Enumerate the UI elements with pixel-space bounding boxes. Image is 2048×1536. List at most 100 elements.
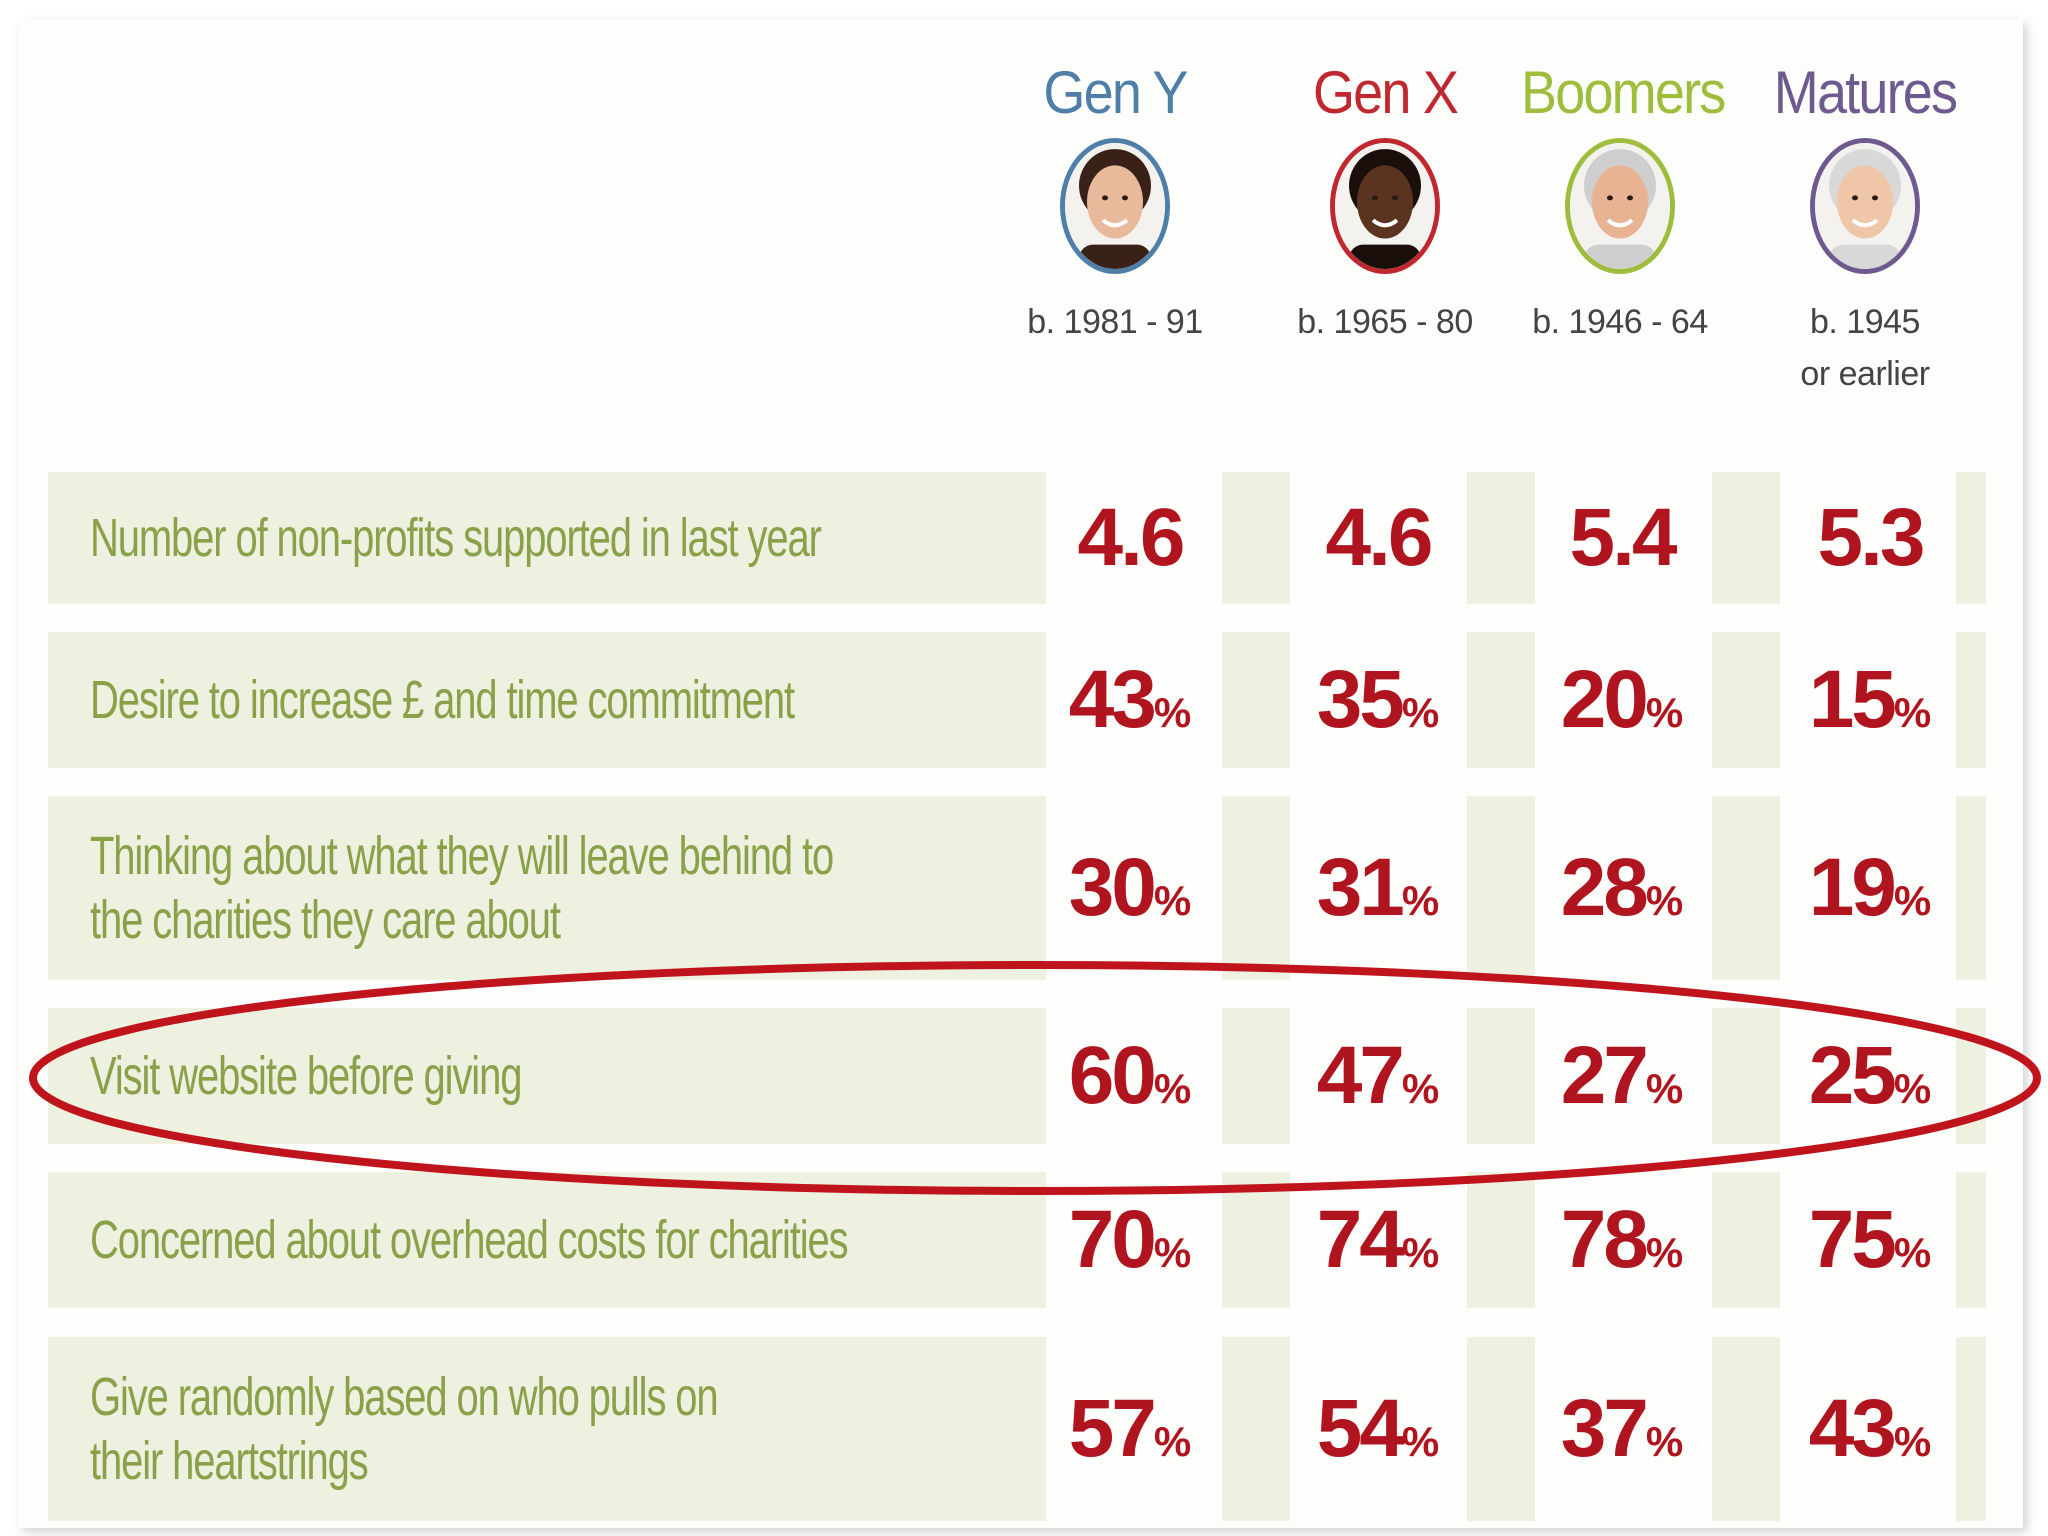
row-background [1956,1337,1986,1521]
value-number: 54 [1316,1383,1405,1474]
value-unit: % [1153,1065,1192,1112]
value-unit: % [1893,1418,1932,1465]
value-unit: % [1645,1065,1684,1112]
column-header-gen-x: Gen X b. 1965 - 80 [1275,58,1495,348]
value-number: 4.6 [1325,492,1434,583]
avatar-portrait [1565,138,1675,274]
row-background [48,632,1046,768]
value-cell: 30% [1020,836,1240,953]
value-cell: 74% [1268,1188,1488,1305]
generation-name: Boomers [1521,59,1726,126]
row-label: Desire to increase £ and time commitment [90,670,795,730]
value-number: 47 [1316,1030,1405,1121]
column-header-boomers: Boomers b. 1946 - 64 [1510,58,1730,348]
value-unit: % [1401,1229,1440,1276]
birth-years: b. 1946 - 64 [1532,303,1708,341]
row-background [1956,632,1986,768]
value-number: 28 [1560,842,1649,933]
value-cell: 60% [1020,1024,1240,1141]
value-number: 35 [1316,654,1405,745]
value-unit: % [1893,1065,1932,1112]
row-background [1467,1337,1535,1521]
value-number: 78 [1560,1194,1649,1285]
value-number: 5.3 [1817,492,1926,583]
value-number: 25 [1808,1030,1897,1121]
row-label: Visit website before giving [90,1046,522,1106]
value-cell: 4.6 [1268,486,1488,590]
birth-years: b. 1945 or earlier [1800,303,1930,393]
value-cell: 5.3 [1760,486,1980,590]
value-unit: % [1645,1418,1684,1465]
value-unit: % [1401,1065,1440,1112]
row-background [1712,1337,1780,1521]
birth-years: b. 1965 - 80 [1297,303,1473,341]
value-number: 4.6 [1077,492,1186,583]
value-number: 74 [1316,1194,1405,1285]
column-header-matures: Matures b. 1945 or earlier [1755,58,1975,400]
value-unit: % [1893,877,1932,924]
birth-years: b. 1981 - 91 [1027,303,1203,341]
value-cell: 27% [1512,1024,1732,1141]
value-cell: 57% [1020,1377,1240,1494]
value-unit: % [1645,877,1684,924]
value-number: 70 [1068,1194,1157,1285]
value-number: 30 [1068,842,1157,933]
value-cell: 28% [1512,836,1732,953]
row-background [48,1337,1046,1521]
value-number: 5.4 [1569,492,1678,583]
row-background [1956,472,1986,604]
value-cell: 70% [1020,1188,1240,1305]
value-unit: % [1401,1418,1440,1465]
row-background [1712,632,1780,768]
row-background [48,796,1046,980]
value-cell: 54% [1268,1377,1488,1494]
value-cell: 31% [1268,836,1488,953]
value-unit: % [1153,1229,1192,1276]
value-unit: % [1893,689,1932,736]
value-number: 37 [1560,1383,1649,1474]
value-number: 43 [1068,654,1157,745]
value-cell: 47% [1268,1024,1488,1141]
value-cell: 75% [1760,1188,1980,1305]
value-cell: 20% [1512,648,1732,765]
row-background [1222,472,1290,604]
value-unit: % [1153,877,1192,924]
row-background [1467,472,1535,604]
value-number: 19 [1808,842,1897,933]
avatar-portrait [1060,138,1170,274]
value-cell: 19% [1760,836,1980,953]
value-number: 15 [1808,654,1897,745]
value-number: 43 [1808,1383,1897,1474]
value-unit: % [1645,1229,1684,1276]
value-unit: % [1153,689,1192,736]
value-unit: % [1401,877,1440,924]
row-background [48,472,1046,604]
avatar-portrait [1330,138,1440,274]
value-cell: 4.6 [1020,486,1240,590]
column-header-gen-y: Gen Y b. 1981 - 91 [1005,58,1225,348]
value-cell: 35% [1268,648,1488,765]
value-number: 57 [1068,1383,1157,1474]
avatar-portrait [1810,138,1920,274]
value-number: 27 [1560,1030,1649,1121]
value-unit: % [1153,1418,1192,1465]
row-background [1712,472,1780,604]
row-background [1467,632,1535,768]
value-number: 20 [1560,654,1649,745]
generation-name: Gen X [1312,59,1459,126]
value-cell: 43% [1020,648,1240,765]
row-label: Concerned about overhead costs for chari… [90,1210,849,1270]
row-background [1712,796,1780,980]
row-background [1222,632,1290,768]
value-number: 31 [1316,842,1405,933]
generation-name: Gen Y [1043,59,1188,126]
row-background [1222,796,1290,980]
value-cell: 37% [1512,1377,1732,1494]
row-label: Give randomly based on who pulls on thei… [90,1367,719,1491]
value-cell: 5.4 [1512,486,1732,590]
value-cell: 78% [1512,1188,1732,1305]
row-background [1956,796,1986,980]
row-label: Number of non-profits supported in last … [90,508,822,568]
value-cell: 15% [1760,648,1980,765]
row-background [1467,796,1535,980]
